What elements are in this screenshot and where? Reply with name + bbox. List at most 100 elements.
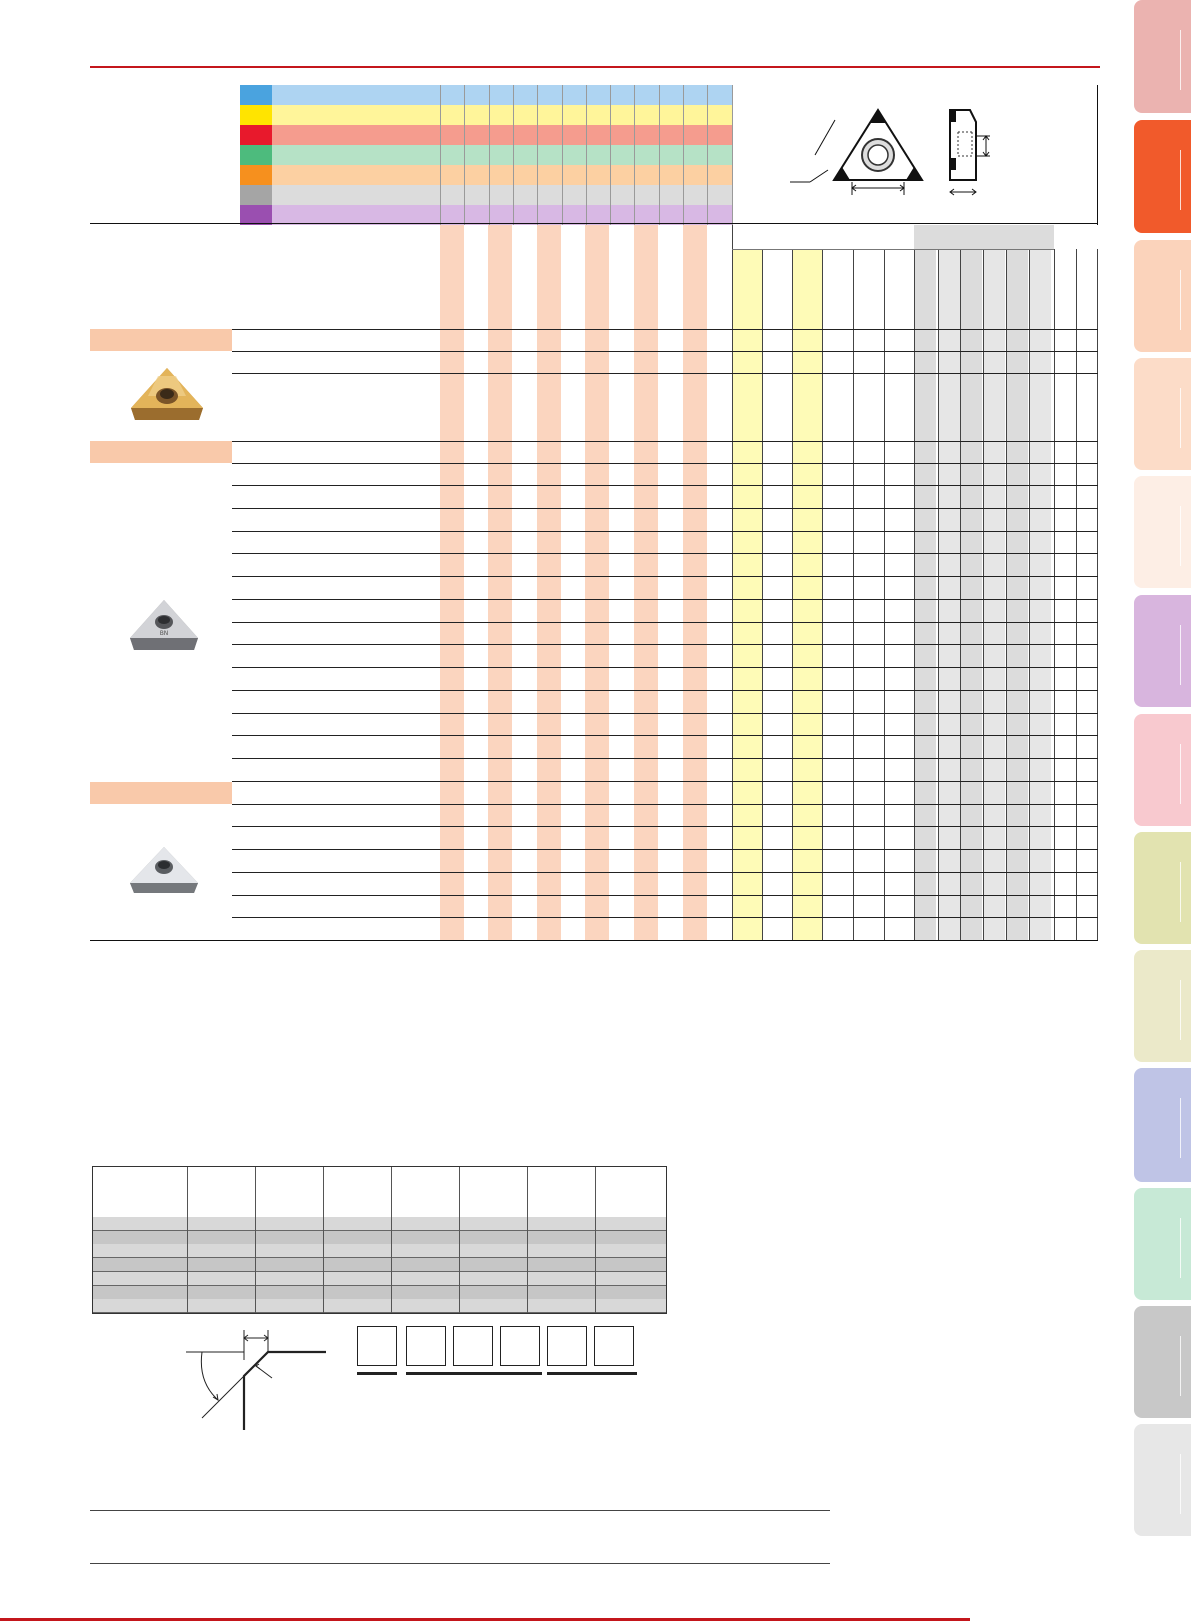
insert-dimension-diagram [790,108,990,196]
insert-side-view-icon [949,109,977,181]
legend-row [240,125,732,145]
side-tab [1134,714,1191,826]
small-table-column-line [255,1217,256,1313]
table-column-line [792,249,793,940]
designation-code-box [500,1326,540,1366]
table-column-line [983,249,984,940]
yellow-column [792,249,822,940]
legend-bar [272,125,732,145]
silver-triangular-insert-icon [130,847,198,893]
orange-column [537,225,561,940]
footer-rule [0,1618,970,1621]
legend-bar [272,185,732,205]
small-table-row [93,1217,666,1230]
side-tab [1134,1068,1191,1182]
chamfer-spec-table [92,1166,667,1314]
side-tab-marker [1180,1218,1181,1278]
note-rule-bottom [90,1563,830,1564]
legend-swatch [240,105,272,125]
table-row-line [232,849,1098,850]
designation-group-underline [547,1372,637,1375]
table-column-line [1029,249,1030,940]
side-tab [1134,358,1191,470]
side-tab-marker [1180,150,1181,210]
side-tab [1134,950,1191,1062]
table-column-line [822,249,823,940]
legend-row [240,85,732,105]
table-row-line [232,667,1098,668]
side-tab-marker [1180,1336,1181,1396]
table-row-line [232,485,1098,486]
grey-column [960,249,982,940]
small-table-row [93,1230,666,1244]
table-column-line [762,249,763,940]
table-row-line [232,781,1098,782]
section-band [90,441,232,463]
legend-bar [272,85,732,105]
table-column-line [1006,249,1007,940]
table-column-line [1054,249,1055,940]
table-row-line [232,826,1098,827]
side-tab [1134,1424,1191,1536]
side-tab [1134,832,1191,944]
table-column-line [732,225,733,940]
grey-column [914,249,936,940]
table-column-line [960,249,961,940]
legend-row [240,145,732,165]
small-table-row-line [93,1312,666,1314]
table-row-line [232,599,1098,600]
table-row-line [232,690,1098,691]
table-row-line [232,758,1098,759]
side-tab-marker [1180,625,1181,685]
side-tab-marker [1180,1454,1181,1514]
small-table-column-line [391,1217,392,1313]
table-row-line [232,872,1098,873]
orange-column [440,225,464,940]
table-column-line [914,249,915,940]
table-row-line [232,351,1098,352]
table-column-line [884,249,885,940]
side-tab [1134,0,1191,113]
triangle-insert-icon [832,108,924,181]
table-column-line [853,249,854,940]
orange-column [683,225,707,940]
side-tab-marker [1180,744,1181,804]
table-row-line [232,531,1098,532]
section-band [90,329,232,351]
legend-row [240,105,732,125]
side-tab-marker [1180,270,1181,330]
table-row-line [232,441,1098,442]
designation-code-box [357,1326,397,1366]
side-tab [1134,1188,1191,1300]
table-row-line [232,917,1098,918]
legend-swatch [240,205,272,225]
side-tab [1134,595,1191,707]
small-table-column-line [323,1217,324,1313]
svg-text:BN: BN [160,630,169,637]
table-column-line [1097,249,1098,940]
small-table-row-line [93,1298,666,1300]
small-table-column-line [459,1217,460,1313]
grey-column [983,249,1005,940]
legend-row [240,185,732,205]
legend-bar [272,165,732,185]
orange-column [585,225,609,940]
table-row-line [232,713,1098,714]
legend-bar [272,205,732,225]
table-bottom-rule [90,940,1098,941]
small-table-row [93,1285,666,1299]
legend-swatch [240,85,272,105]
side-tab-marker [1180,388,1181,448]
designation-code-box [406,1326,446,1366]
small-table-column-line [595,1217,596,1313]
table-row-line [232,622,1098,623]
yellow-column [732,249,762,940]
section-band [90,782,232,804]
legend-bar [272,145,732,165]
table-row-line [232,508,1098,509]
legend-row [240,205,732,225]
side-tab-marker [1180,506,1181,566]
header-rule [90,66,1100,68]
legend-swatch [240,165,272,185]
small-table-column-line [527,1217,528,1313]
